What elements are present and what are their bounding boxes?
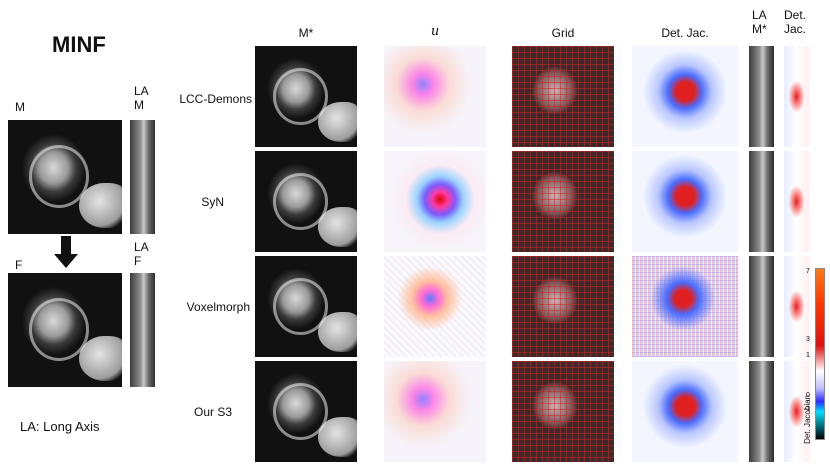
col-header-la-detjac: Det. Jac. bbox=[784, 8, 807, 36]
syn-displacement-image bbox=[384, 151, 486, 252]
our-s3-displacement-image bbox=[384, 361, 486, 462]
row-label-lcc-demons: LCC-Demons bbox=[179, 92, 252, 106]
lcc-demons-displacement-image bbox=[384, 46, 486, 147]
col-header-mstar: M* bbox=[298, 26, 314, 40]
fixed-image bbox=[8, 273, 122, 387]
colorbar-tick-neg1: -1 bbox=[804, 406, 811, 413]
lcc-demons-mstar-image bbox=[255, 46, 357, 147]
our-s3-detjac-image bbox=[632, 361, 738, 462]
colorbar-tick-3: 3 bbox=[806, 336, 810, 343]
lcc-demons-la-detjac-image bbox=[784, 46, 809, 147]
col-header-u: u bbox=[430, 24, 440, 39]
moving-la-label: LA M bbox=[134, 84, 149, 112]
row-label-our-s3: Our S3 bbox=[193, 405, 232, 419]
col-header-detjac: Det. Jac. bbox=[661, 26, 709, 40]
moving-la-image bbox=[130, 120, 155, 234]
voxelmorph-detjac-image bbox=[632, 256, 738, 357]
col-header-grid: Grid bbox=[551, 26, 575, 40]
syn-detjac-image bbox=[632, 151, 738, 252]
figure-title: MINF bbox=[52, 32, 106, 57]
fixed-la-label: LA F bbox=[134, 240, 149, 268]
syn-mstar-image bbox=[255, 151, 357, 252]
voxelmorph-la-detjac-image bbox=[784, 256, 809, 357]
arrow-down-icon bbox=[54, 236, 78, 268]
legend-long-axis: LA: Long Axis bbox=[20, 419, 100, 434]
syn-grid-image bbox=[512, 151, 614, 252]
voxelmorph-grid-image bbox=[512, 256, 614, 357]
lcc-demons-detjac-image bbox=[632, 46, 738, 147]
moving-label: M bbox=[15, 100, 25, 114]
lcc-demons-grid-image bbox=[512, 46, 614, 147]
row-label-syn: SyN bbox=[201, 195, 224, 209]
voxelmorph-displacement-image bbox=[384, 256, 486, 357]
fixed-la-image bbox=[130, 273, 155, 387]
colorbar-tick-0: 0 bbox=[806, 392, 810, 399]
colorbar-tick-7: 7 bbox=[806, 268, 810, 275]
row-label-voxelmorph: Voxelmorph bbox=[186, 300, 250, 314]
col-header-la-mstar: LA M* bbox=[752, 8, 767, 36]
syn-la-mstar-image bbox=[749, 151, 774, 252]
colorbar-tick-1: 1 bbox=[806, 352, 810, 359]
fixed-label: F bbox=[15, 258, 23, 272]
our-s3-la-detjac-image bbox=[784, 361, 809, 462]
voxelmorph-mstar-image bbox=[255, 256, 357, 357]
moving-image bbox=[8, 120, 122, 234]
detjac-colorbar bbox=[815, 268, 825, 440]
lcc-demons-la-mstar-image bbox=[749, 46, 774, 147]
our-s3-grid-image bbox=[512, 361, 614, 462]
our-s3-mstar-image bbox=[255, 361, 357, 462]
our-s3-la-mstar-image bbox=[749, 361, 774, 462]
voxelmorph-la-mstar-image bbox=[749, 256, 774, 357]
syn-la-detjac-image bbox=[784, 151, 809, 252]
colorbar-label: Det. Jacobian bbox=[803, 395, 812, 444]
